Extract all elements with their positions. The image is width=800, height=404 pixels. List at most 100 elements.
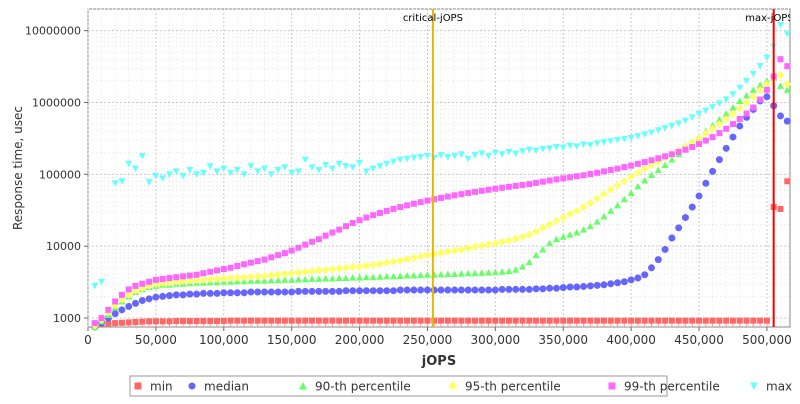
- data-point: [301, 287, 309, 295]
- data-point: [397, 317, 404, 324]
- data-point: [349, 287, 357, 295]
- data-point: [662, 317, 669, 324]
- data-point: [519, 182, 526, 189]
- data-point: [532, 251, 540, 259]
- data-point: [634, 317, 641, 324]
- data-point: [695, 134, 704, 143]
- data-point: [729, 104, 737, 111]
- data-point: [709, 134, 716, 141]
- data-point: [383, 272, 391, 280]
- data-point: [261, 165, 269, 173]
- data-point: [709, 104, 717, 111]
- data-point: [593, 140, 601, 147]
- data-point: [606, 185, 615, 194]
- data-point: [668, 317, 675, 324]
- data-point: [342, 223, 349, 230]
- data-point: [234, 317, 241, 324]
- data-point: [539, 146, 547, 153]
- data-point: [457, 270, 465, 277]
- data-point: [553, 317, 560, 324]
- legend-item: 95-th percentile: [448, 380, 561, 394]
- data-point: [641, 271, 649, 279]
- data-point: [675, 224, 683, 232]
- x-tick-label: 300,000: [471, 333, 521, 347]
- data-point: [349, 317, 356, 324]
- data-point: [451, 192, 458, 199]
- data-point: [335, 160, 343, 168]
- data-point: [173, 274, 180, 281]
- data-point: [288, 317, 295, 324]
- data-point: [567, 174, 574, 181]
- data-point: [423, 286, 431, 294]
- data-point: [607, 166, 614, 173]
- data-point: [485, 286, 493, 294]
- data-point: [519, 285, 527, 293]
- data-point: [212, 274, 221, 283]
- data-point: [654, 166, 662, 173]
- data-point: [274, 276, 282, 284]
- data-point: [220, 266, 227, 273]
- data-point: [695, 192, 703, 200]
- data-point: [675, 317, 682, 324]
- data-point: [383, 317, 390, 324]
- data-point: [383, 287, 391, 295]
- data-point: [111, 310, 119, 318]
- data-point: [403, 155, 411, 163]
- data-point: [573, 228, 581, 236]
- data-point: [424, 317, 431, 324]
- data-point: [213, 289, 221, 297]
- data-point: [329, 317, 336, 324]
- data-point: [105, 306, 112, 313]
- data-point: [314, 266, 323, 275]
- data-point: [736, 317, 743, 324]
- data-point: [390, 317, 397, 324]
- data-point: [723, 125, 730, 132]
- data-point: [620, 195, 628, 203]
- data-point: [362, 287, 370, 295]
- x-tick-label: 200,000: [335, 333, 385, 347]
- data-point: [709, 317, 716, 324]
- data-point: [648, 264, 656, 272]
- data-point: [722, 114, 731, 123]
- data-point: [233, 166, 241, 174]
- data-point: [776, 82, 784, 89]
- data-point: [186, 317, 193, 324]
- data-point: [504, 236, 513, 245]
- data-point: [512, 317, 519, 324]
- data-point: [777, 56, 784, 63]
- data-point: [410, 200, 417, 207]
- data-point: [390, 272, 398, 280]
- data-point: [784, 178, 791, 185]
- data-point: [600, 168, 607, 175]
- data-point: [355, 262, 364, 271]
- data-point: [281, 276, 289, 283]
- data-point: [525, 146, 533, 154]
- data-point: [301, 267, 310, 276]
- data-point: [356, 274, 364, 281]
- data-point: [254, 317, 261, 324]
- data-point: [484, 240, 493, 249]
- series-max: [91, 21, 791, 290]
- data-point: [322, 317, 329, 324]
- data-point: [416, 252, 425, 261]
- marker-label: max-jOPS: [745, 13, 793, 24]
- data-point: [465, 317, 472, 324]
- x-tick-label: 350,000: [538, 333, 588, 347]
- data-point: [315, 275, 323, 282]
- data-point: [444, 270, 452, 277]
- y-tick-label: 10000000: [25, 25, 81, 38]
- data-point: [186, 166, 194, 174]
- data-point: [423, 251, 432, 260]
- data-point: [464, 269, 472, 277]
- data-point: [498, 151, 506, 158]
- data-point: [438, 317, 445, 324]
- data-point: [403, 272, 411, 279]
- data-point: [274, 166, 282, 174]
- data-point: [668, 151, 675, 158]
- y-tick-label: 10000: [46, 240, 81, 253]
- x-tick-label: 450,000: [674, 333, 724, 347]
- data-point: [533, 317, 540, 324]
- data-point: [681, 214, 689, 222]
- data-point: [444, 193, 451, 200]
- data-point: [580, 317, 587, 324]
